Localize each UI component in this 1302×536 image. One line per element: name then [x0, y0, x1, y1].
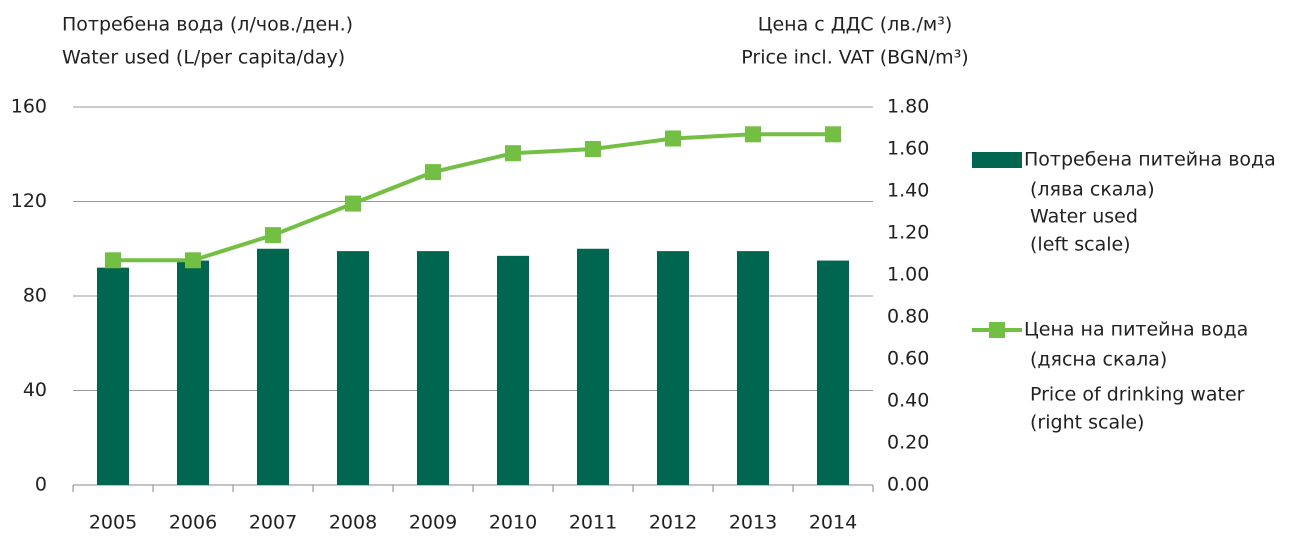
marker: [585, 141, 601, 157]
y-title: Потребена вода (л/чов./ден.): [62, 14, 353, 36]
x-tick-label: 2010: [489, 512, 537, 534]
bar: [417, 251, 449, 485]
bar: [817, 260, 849, 485]
legend-label: (right scale): [1030, 412, 1144, 434]
legend-swatch: [972, 152, 1022, 168]
y-tick-label: 0: [35, 474, 47, 496]
marker: [745, 126, 761, 143]
legend-swatch: [989, 322, 1005, 338]
y-tick-label: 80: [23, 285, 47, 307]
y-tick-label: 40: [23, 379, 47, 401]
bar: [737, 251, 769, 485]
line: [113, 132, 833, 263]
y2-tick-label: 1.40: [887, 180, 929, 202]
bar: [257, 248, 289, 485]
legend-label: (лява скала): [1030, 179, 1155, 201]
x-tick-label: 2007: [249, 512, 297, 534]
marker: [265, 227, 281, 244]
x-tick-label: 2006: [169, 512, 217, 534]
y-tick-label: 160: [11, 96, 47, 118]
legend-label: (дясна скала): [1030, 349, 1167, 371]
y2-tick-label: 0.20: [887, 432, 929, 454]
y-tick-label: 120: [11, 190, 47, 212]
x-tick-label: 2011: [569, 512, 617, 534]
marker: [825, 126, 841, 143]
y2-title: Price incl. VAT (BGN/m³): [741, 47, 968, 69]
bar: [177, 260, 209, 485]
bar: [497, 255, 529, 485]
legend-label: (left scale): [1030, 234, 1131, 256]
y-title: Water used (L/per capita/day): [62, 47, 345, 69]
legend-label: Water used: [1030, 206, 1138, 228]
bar: [657, 251, 689, 485]
y2-tick-label: 1.20: [887, 222, 929, 244]
bar: [577, 248, 609, 485]
x-tick-label: 2013: [729, 512, 777, 534]
legend-label: Price of drinking water: [1030, 384, 1245, 406]
y2-tick-label: 1.80: [887, 96, 929, 118]
x-tick-label: 2009: [409, 512, 457, 534]
bar: [97, 267, 129, 485]
x-tick-label: 2005: [89, 512, 137, 534]
y2-tick-label: 0.80: [887, 306, 929, 328]
marker: [345, 195, 361, 212]
y2-tick-label: 1.60: [887, 138, 929, 160]
x-tick-label: 2014: [809, 512, 857, 534]
y2-tick-label: 0.00: [887, 474, 929, 496]
y2-tick-label: 0.60: [887, 348, 929, 370]
y2-tick-label: 1.00: [887, 264, 929, 286]
legend-label: Цена на питейна вода: [1024, 319, 1248, 341]
y2-title: Цена с ДДС (лв./м³): [758, 14, 953, 36]
marker: [185, 252, 201, 269]
x-tick-label: 2008: [329, 512, 377, 534]
y2-tick-label: 0.40: [887, 390, 929, 412]
marker: [665, 130, 681, 147]
marker: [425, 164, 441, 181]
legend-label: Потребена питейна вода: [1024, 149, 1276, 171]
marker: [505, 145, 521, 162]
bar: [337, 251, 369, 485]
marker: [105, 252, 121, 269]
x-tick-label: 2012: [649, 512, 697, 534]
